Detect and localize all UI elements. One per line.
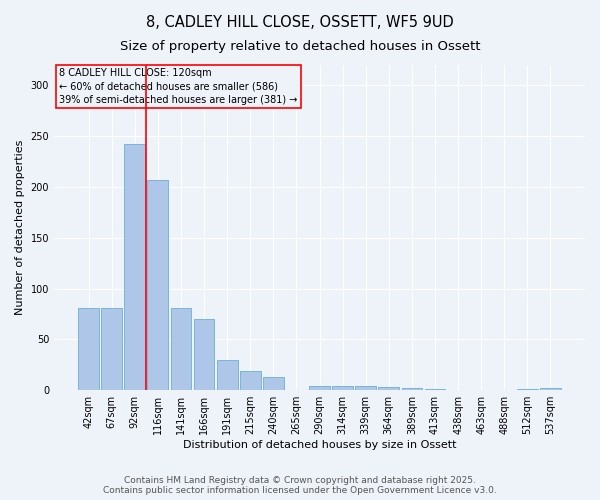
Bar	[401, 388, 422, 390]
Bar	[170, 308, 191, 390]
Bar	[425, 389, 445, 390]
Bar	[194, 319, 214, 390]
Bar	[217, 360, 238, 390]
Bar	[379, 387, 399, 390]
Text: Size of property relative to detached houses in Ossett: Size of property relative to detached ho…	[120, 40, 480, 53]
Text: 8 CADLEY HILL CLOSE: 120sqm
← 60% of detached houses are smaller (586)
39% of se: 8 CADLEY HILL CLOSE: 120sqm ← 60% of det…	[59, 68, 298, 104]
Bar	[240, 371, 260, 390]
Bar	[101, 308, 122, 390]
Text: Contains HM Land Registry data © Crown copyright and database right 2025.
Contai: Contains HM Land Registry data © Crown c…	[103, 476, 497, 495]
Y-axis label: Number of detached properties: Number of detached properties	[15, 140, 25, 316]
Bar	[309, 386, 330, 390]
Bar	[78, 308, 99, 390]
X-axis label: Distribution of detached houses by size in Ossett: Distribution of detached houses by size …	[183, 440, 456, 450]
Text: 8, CADLEY HILL CLOSE, OSSETT, WF5 9UD: 8, CADLEY HILL CLOSE, OSSETT, WF5 9UD	[146, 15, 454, 30]
Bar	[332, 386, 353, 390]
Bar	[355, 386, 376, 390]
Bar	[124, 144, 145, 390]
Bar	[263, 377, 284, 390]
Bar	[517, 389, 538, 390]
Bar	[148, 180, 168, 390]
Bar	[540, 388, 561, 390]
